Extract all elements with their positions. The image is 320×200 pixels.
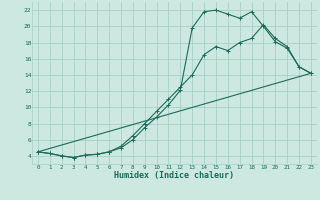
X-axis label: Humidex (Indice chaleur): Humidex (Indice chaleur): [115, 171, 234, 180]
